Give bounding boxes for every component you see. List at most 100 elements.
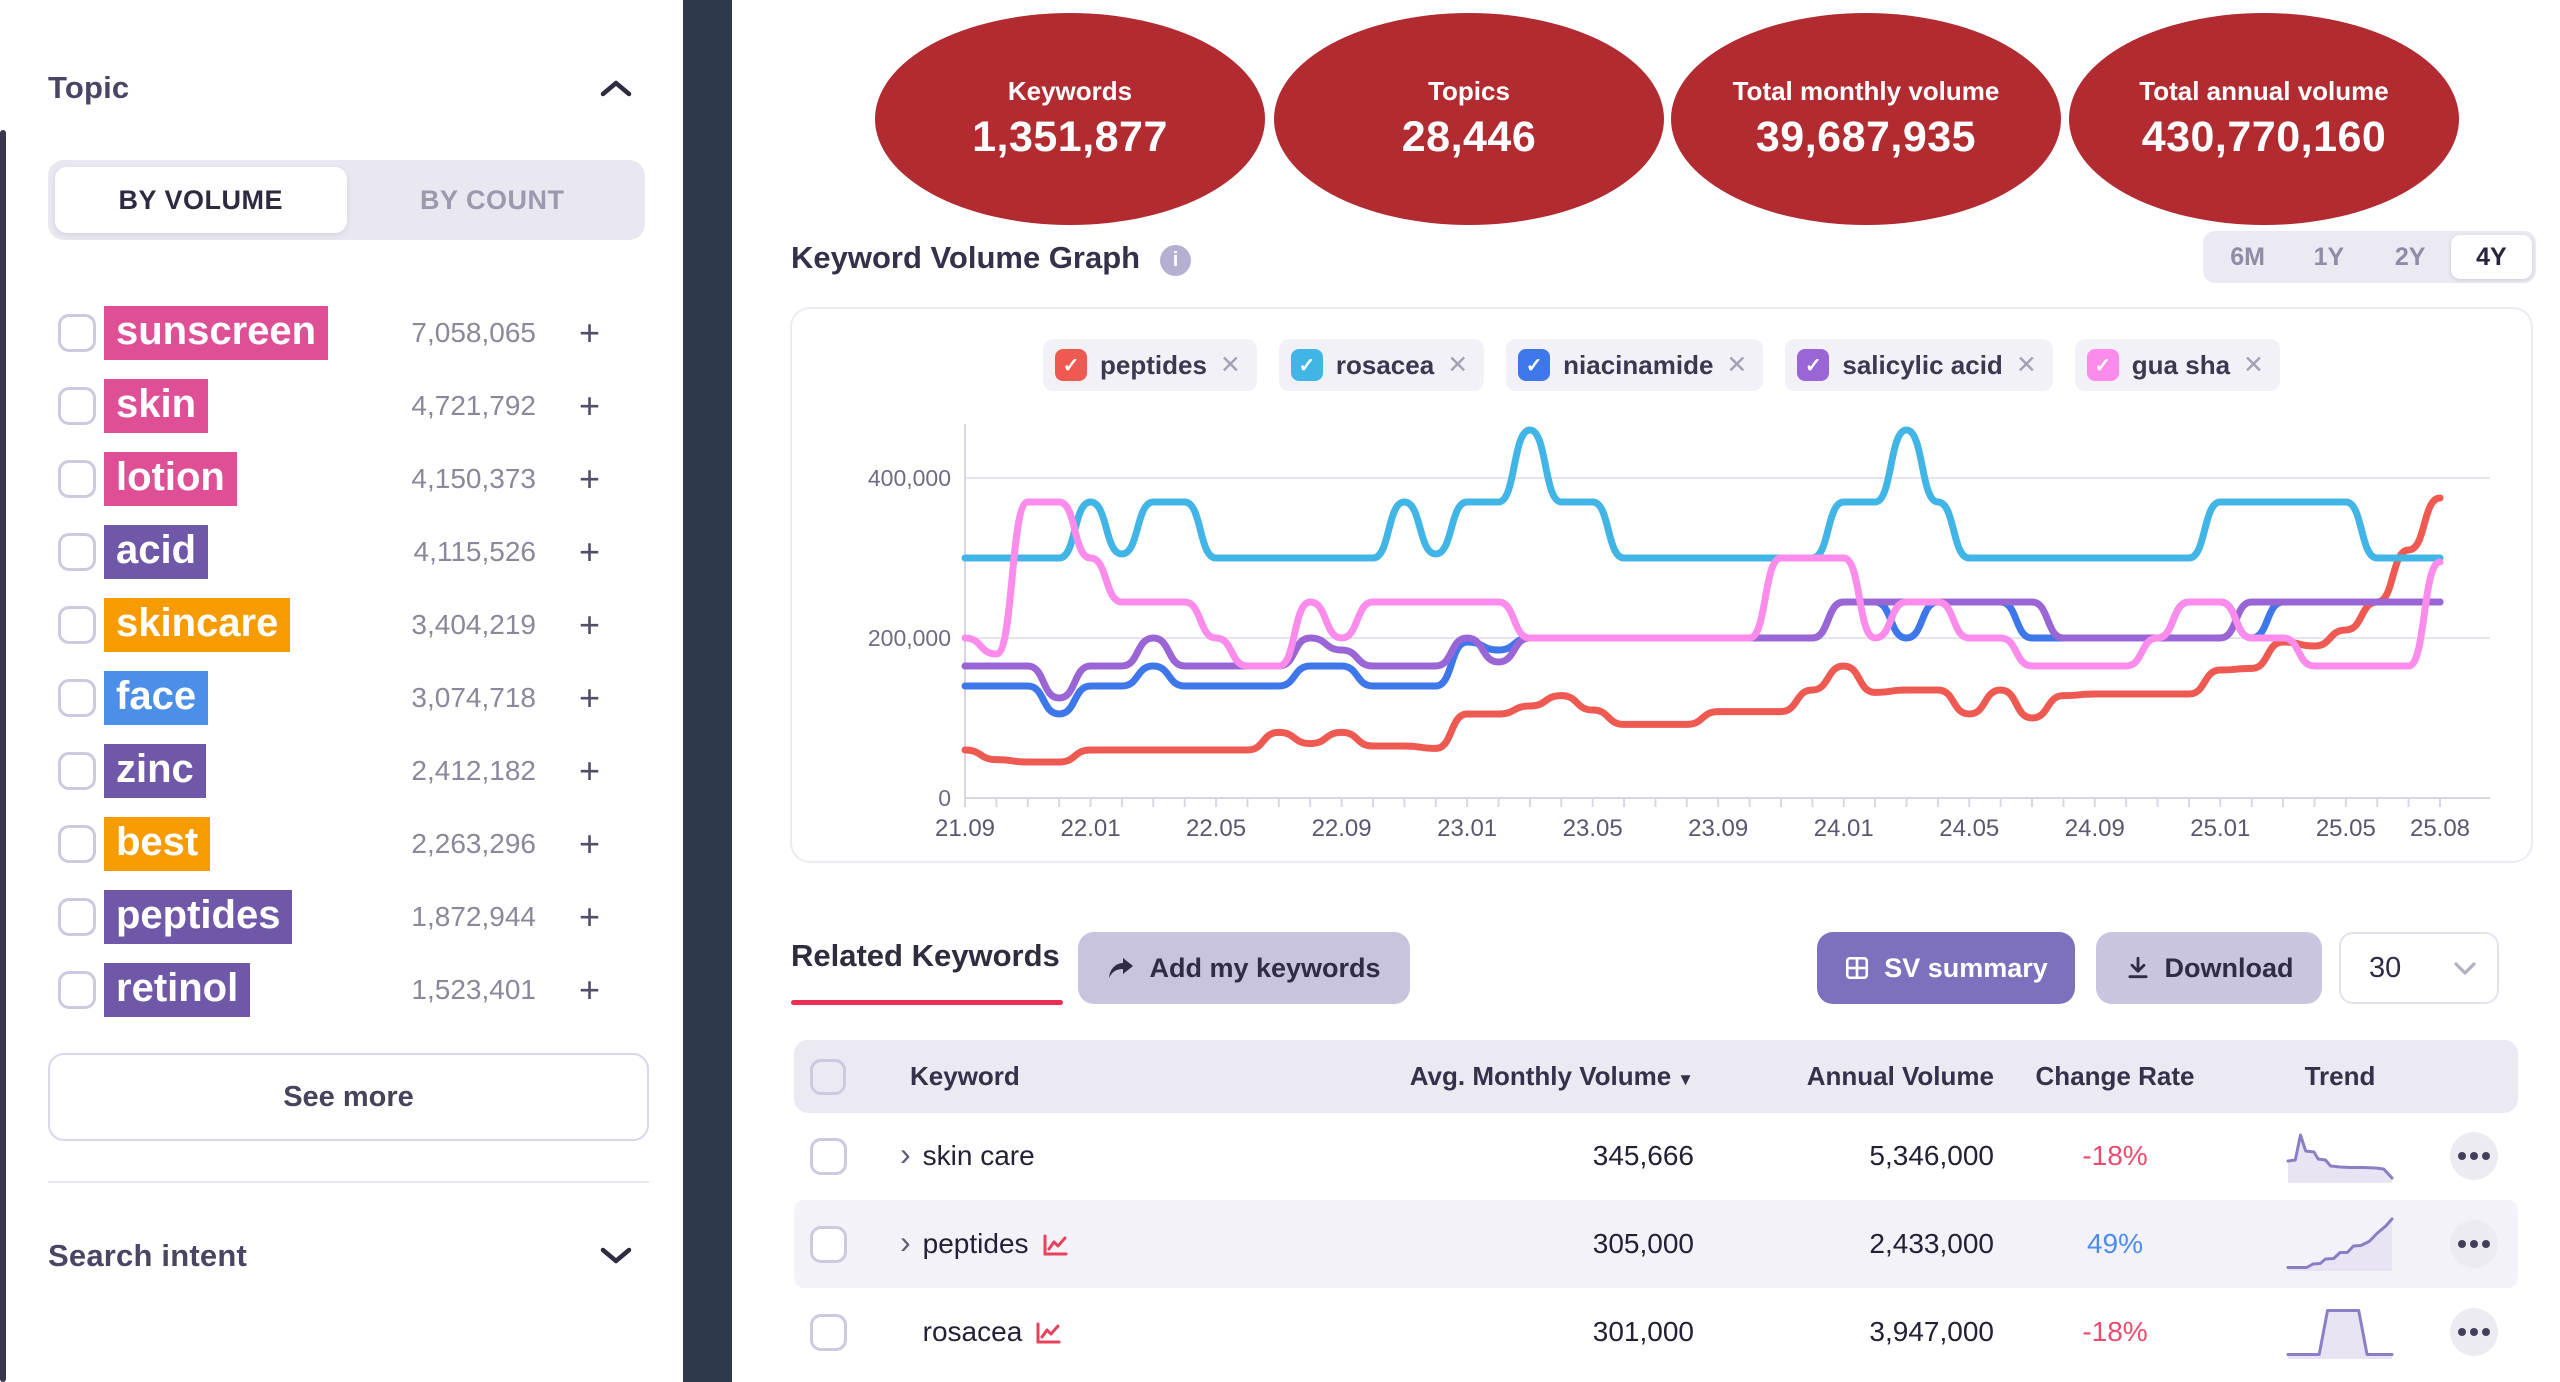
- stat-value: 39,687,935: [1755, 113, 1977, 161]
- sidebar-divider-rail: [683, 0, 732, 1382]
- topic-label[interactable]: sunscreen: [104, 305, 329, 360]
- mini-chart-icon[interactable]: [1041, 1234, 1069, 1258]
- topic-checkbox[interactable]: [58, 386, 96, 425]
- topic-label[interactable]: best: [104, 816, 211, 871]
- col-annual-volume[interactable]: Annual Volume: [1806, 1061, 1994, 1091]
- legend-chip-peptides[interactable]: ✓ peptides ✕: [1043, 339, 1257, 391]
- topic-label[interactable]: zinc: [104, 743, 206, 798]
- col-trend[interactable]: Trend: [2304, 1061, 2376, 1091]
- col-change-rate[interactable]: Change Rate: [2035, 1061, 2195, 1091]
- topic-row: lotion 4,150,373 +: [0, 442, 683, 515]
- topic-label[interactable]: skin: [104, 378, 209, 433]
- legend-remove-icon[interactable]: ✕: [2015, 351, 2037, 379]
- download-button[interactable]: Download: [2096, 932, 2322, 1004]
- topic-checkbox[interactable]: [58, 824, 96, 863]
- legend-chip-salicylic-acid[interactable]: ✓ salicylic acid ✕: [1785, 339, 2053, 391]
- legend-chip-gua-sha[interactable]: ✓ gua sha ✕: [2074, 339, 2280, 391]
- topic-label[interactable]: skincare: [104, 597, 291, 652]
- topic-volume: 4,115,526: [413, 535, 537, 567]
- topic-checkbox[interactable]: [58, 751, 96, 790]
- topic-label[interactable]: retinol: [104, 962, 251, 1017]
- add-topic-icon[interactable]: +: [578, 895, 600, 937]
- legend-checkbox[interactable]: ✓: [1518, 349, 1551, 381]
- add-topic-icon[interactable]: +: [578, 384, 600, 426]
- legend-label: salicylic acid: [1842, 349, 2003, 380]
- topic-label[interactable]: lotion: [104, 451, 237, 506]
- chevron-up-icon[interactable]: [599, 78, 633, 98]
- legend-remove-icon[interactable]: ✕: [1726, 351, 1748, 379]
- add-topic-icon[interactable]: +: [578, 457, 600, 499]
- topic-list: sunscreen 7,058,065 + skin 4,721,792 + l…: [0, 296, 683, 1026]
- topic-checkbox[interactable]: [58, 313, 96, 352]
- legend-chip-niacinamide[interactable]: ✓ niacinamide ✕: [1506, 339, 1764, 391]
- legend-checkbox[interactable]: ✓: [1797, 349, 1830, 381]
- add-topic-icon[interactable]: +: [578, 603, 600, 645]
- add-my-keywords-button[interactable]: Add my keywords: [1078, 932, 1410, 1004]
- col-avg-monthly-volume[interactable]: Avg. Monthly Volume ▼: [1409, 1061, 1694, 1091]
- legend-checkbox[interactable]: ✓: [1290, 349, 1323, 381]
- legend-remove-icon[interactable]: ✕: [1219, 351, 1241, 379]
- range-6m[interactable]: 6M: [2230, 242, 2265, 271]
- row-keyword[interactable]: peptides: [922, 1228, 1029, 1259]
- range-1y[interactable]: 1Y: [2313, 242, 2345, 271]
- range-2y[interactable]: 2Y: [2394, 242, 2426, 271]
- topic-checkbox[interactable]: [58, 678, 96, 717]
- add-topic-icon[interactable]: +: [578, 676, 600, 718]
- svg-text:22.05: 22.05: [1186, 815, 1246, 842]
- row-checkbox[interactable]: [809, 1137, 847, 1175]
- legend-remove-icon[interactable]: ✕: [2243, 351, 2264, 379]
- range-4y[interactable]: 4Y: [2450, 235, 2532, 279]
- mini-chart-icon[interactable]: [1034, 1322, 1062, 1346]
- expand-chevron-icon[interactable]: ›: [900, 1136, 911, 1172]
- svg-text:25.05: 25.05: [2316, 815, 2376, 842]
- table-row-peptides: › peptides 305,000 2,433,000 49%: [794, 1200, 2518, 1288]
- row-menu-button[interactable]: [2450, 1220, 2498, 1268]
- col-keyword[interactable]: Keyword: [910, 1061, 1020, 1091]
- trend-sparkline: [2230, 1125, 2450, 1187]
- row-keyword[interactable]: skin care: [922, 1140, 1035, 1171]
- add-topic-icon[interactable]: +: [578, 822, 600, 864]
- add-topic-icon[interactable]: +: [578, 311, 600, 353]
- topic-label[interactable]: acid: [104, 524, 209, 579]
- topic-row: retinol 1,523,401 +: [0, 953, 683, 1026]
- add-topic-icon[interactable]: +: [578, 530, 600, 572]
- topic-checkbox[interactable]: [58, 897, 96, 936]
- info-icon[interactable]: i: [1160, 245, 1191, 276]
- see-more-button[interactable]: See more: [48, 1053, 649, 1141]
- legend-checkbox[interactable]: ✓: [1055, 349, 1087, 381]
- legend-remove-icon[interactable]: ✕: [1447, 351, 1469, 379]
- sidebar-scrollbar[interactable]: [0, 130, 6, 1382]
- chevron-down-icon[interactable]: [599, 1246, 633, 1266]
- topic-volume: 4,721,792: [411, 389, 536, 421]
- legend-chip-rosacea[interactable]: ✓ rosacea ✕: [1278, 339, 1485, 391]
- topic-label[interactable]: face: [104, 670, 209, 725]
- tab-by-volume[interactable]: BY VOLUME: [55, 167, 347, 233]
- sv-summary-button[interactable]: SV summary: [1817, 932, 2075, 1004]
- svg-text:23.01: 23.01: [1437, 815, 1497, 842]
- row-checkbox[interactable]: [809, 1225, 847, 1263]
- tab-by-count[interactable]: BY COUNT: [419, 184, 565, 215]
- select-all-checkbox[interactable]: [810, 1058, 846, 1095]
- topic-row: face 3,074,718 +: [0, 661, 683, 734]
- add-topic-icon[interactable]: +: [578, 749, 600, 791]
- row-menu-button[interactable]: [2450, 1308, 2498, 1356]
- table-row-skin-care: › skin care 345,666 5,346,000 -18%: [794, 1112, 2518, 1200]
- add-topic-icon[interactable]: +: [578, 968, 600, 1010]
- topic-section-header: Topic: [48, 70, 633, 106]
- topic-checkbox[interactable]: [58, 605, 96, 644]
- sort-desc-icon: ▼: [1677, 1070, 1694, 1089]
- legend-checkbox[interactable]: ✓: [2086, 349, 2119, 381]
- share-arrow-icon: [1109, 958, 1134, 978]
- volume-chart-card: ✓ peptides ✕ ✓ rosacea ✕ ✓ niacinamide ✕…: [790, 307, 2533, 863]
- expand-chevron-icon[interactable]: ›: [900, 1224, 911, 1260]
- stat-label: Topics: [1428, 76, 1510, 106]
- page-size-select[interactable]: 30: [2339, 932, 2499, 1004]
- topic-checkbox[interactable]: [58, 532, 96, 571]
- row-keyword[interactable]: rosacea: [922, 1316, 1023, 1347]
- filters-sidebar: Topic BY VOLUME BY COUNT sunscreen 7,058…: [0, 0, 683, 1382]
- topic-checkbox[interactable]: [58, 459, 96, 498]
- topic-label[interactable]: peptides: [104, 889, 293, 944]
- row-menu-button[interactable]: [2450, 1132, 2498, 1180]
- topic-checkbox[interactable]: [58, 970, 96, 1009]
- row-checkbox[interactable]: [809, 1313, 847, 1351]
